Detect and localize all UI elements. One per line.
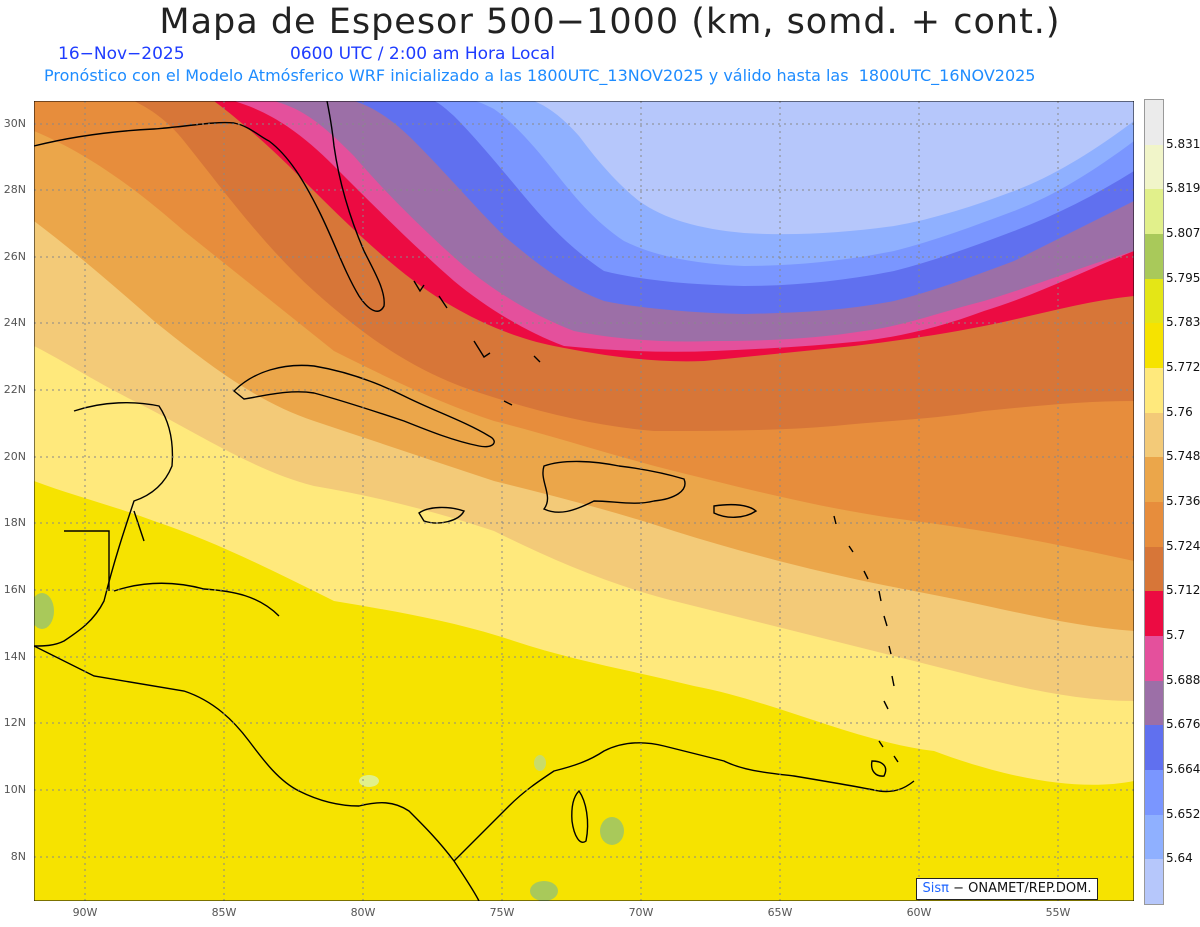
forecast-time: 0600 UTC / 2:00 am Hora Local — [290, 44, 555, 64]
colorbar-swatch — [1145, 636, 1163, 681]
forecast-subtitle: Pronóstico con el Modelo Atmósferico WRF… — [44, 66, 1036, 85]
green-cell — [600, 817, 624, 845]
colorbar-label: 5.64 — [1166, 851, 1193, 866]
colorbar-swatch — [1145, 457, 1163, 502]
colorbar-swatch — [1145, 859, 1163, 904]
thickness-map — [34, 101, 1134, 901]
latitude-label: 30N — [3, 117, 26, 130]
coastlines — [34, 101, 915, 901]
latitude-label: 10N — [3, 783, 26, 796]
colorbar-label: 5.748 — [1166, 449, 1200, 464]
colorbar-swatch — [1145, 725, 1163, 770]
colorbar-label: 5.807 — [1166, 226, 1200, 240]
colorbar-label: 5.736 — [1166, 494, 1200, 508]
colorbar-label: 5.795 — [1166, 270, 1200, 285]
colorbar-label: 5.76 — [1166, 404, 1193, 419]
credit-brand: Sisπ — [922, 881, 949, 896]
colorbar-label: 5.688 — [1166, 672, 1200, 687]
longitude-label: 60W — [906, 906, 932, 919]
colorbar-label: 5.724 — [1166, 538, 1200, 553]
green-cell — [534, 755, 546, 771]
colorbar-label: 5.712 — [1166, 583, 1200, 598]
latitude-label: 12N — [3, 716, 26, 729]
longitude-label: 75W — [489, 906, 515, 919]
colorbar-label: 5.831 — [1166, 136, 1200, 151]
longitude-label: 70W — [628, 906, 654, 919]
colorbar-swatch — [1145, 144, 1163, 190]
latitude-label: 18N — [3, 516, 26, 529]
longitude-label: 80W — [350, 906, 376, 919]
green-cell — [34, 593, 54, 629]
latitude-label: 8N — [10, 850, 26, 863]
colorbar-label: 5.664 — [1166, 762, 1200, 776]
colorbar-swatch — [1145, 278, 1163, 324]
green-cell — [530, 881, 558, 901]
colorbar-swatch — [1145, 814, 1163, 860]
credit-text: − ONAMET/REP.DOM. — [948, 881, 1092, 896]
colorbar-swatch — [1145, 502, 1163, 547]
latitude-label: 14N — [3, 650, 26, 663]
colorbar-swatch — [1145, 770, 1163, 815]
colorbar-label: 5.772 — [1166, 360, 1200, 374]
colorbar-swatch — [1145, 680, 1163, 726]
colorbar-label: 5.783 — [1166, 315, 1200, 330]
map-title: Mapa de Espesor 500−1000 (km, somd. + co… — [159, 2, 1061, 42]
longitude-label: 85W — [211, 906, 237, 919]
latitude-label: 22N — [3, 383, 26, 396]
colorbar-label: 5.652 — [1166, 806, 1200, 821]
colorbar-swatch — [1145, 100, 1163, 145]
longitude-label: 55W — [1045, 906, 1071, 919]
credit-box: Sisπ − ONAMET/REP.DOM. — [916, 878, 1098, 900]
colorbar-swatch — [1145, 412, 1163, 458]
latitude-label: 16N — [3, 583, 26, 596]
colorbar-swatch — [1145, 368, 1163, 413]
grid — [34, 101, 1134, 901]
green-cell — [359, 775, 379, 787]
colorbar-swatch — [1145, 591, 1163, 636]
longitude-label: 65W — [767, 906, 793, 919]
colorbar-label: 5.676 — [1166, 717, 1200, 732]
latitude-label: 28N — [3, 183, 26, 196]
latitude-label: 20N — [3, 450, 26, 463]
colorbar-label: 5.819 — [1166, 181, 1200, 196]
band-bluest — [534, 101, 1134, 235]
colorbar-swatch — [1145, 189, 1163, 234]
latitude-label: 24N — [3, 316, 26, 329]
colorbar — [1144, 99, 1164, 905]
colorbar-swatch — [1145, 323, 1163, 368]
forecast-date: 16−Nov−2025 — [58, 44, 185, 64]
latitude-label: 26N — [3, 250, 26, 263]
colorbar-swatch — [1145, 234, 1163, 279]
longitude-label: 90W — [72, 906, 98, 919]
colorbar-swatch — [1145, 546, 1163, 592]
colorbar-label: 5.7 — [1166, 628, 1186, 642]
